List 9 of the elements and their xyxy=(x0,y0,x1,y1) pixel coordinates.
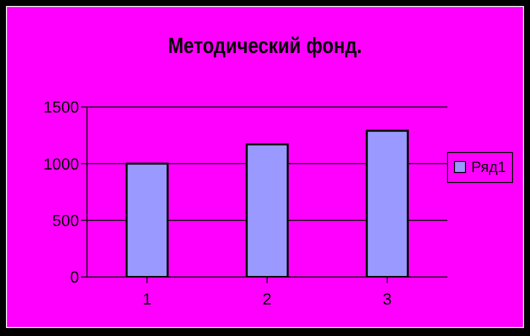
y-tick-label: 500 xyxy=(52,213,80,230)
legend-label: Ряд1 xyxy=(471,158,506,176)
y-tick-label: 1000 xyxy=(43,156,80,174)
x-tick-label: 1 xyxy=(142,291,152,308)
x-tick-label: 3 xyxy=(382,291,392,308)
y-tick-label: 0 xyxy=(70,270,80,287)
chart-title: Методический фонд. xyxy=(166,33,364,59)
y-tick-label: 1500 xyxy=(43,100,80,117)
x-tick-label: 2 xyxy=(262,291,272,308)
